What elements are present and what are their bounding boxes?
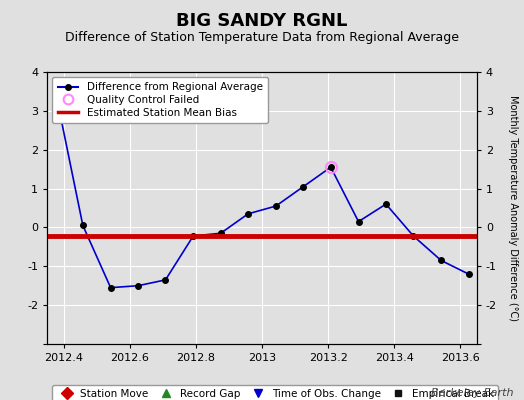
Title: Difference of Station Temperature Data from Regional Average: Difference of Station Temperature Data f… — [65, 32, 459, 44]
Text: Berkeley Earth: Berkeley Earth — [431, 388, 514, 398]
Legend: Station Move, Record Gap, Time of Obs. Change, Empirical Break: Station Move, Record Gap, Time of Obs. C… — [52, 384, 498, 400]
Text: BIG SANDY RGNL: BIG SANDY RGNL — [176, 12, 348, 30]
Y-axis label: Monthly Temperature Anomaly Difference (°C): Monthly Temperature Anomaly Difference (… — [508, 95, 518, 321]
